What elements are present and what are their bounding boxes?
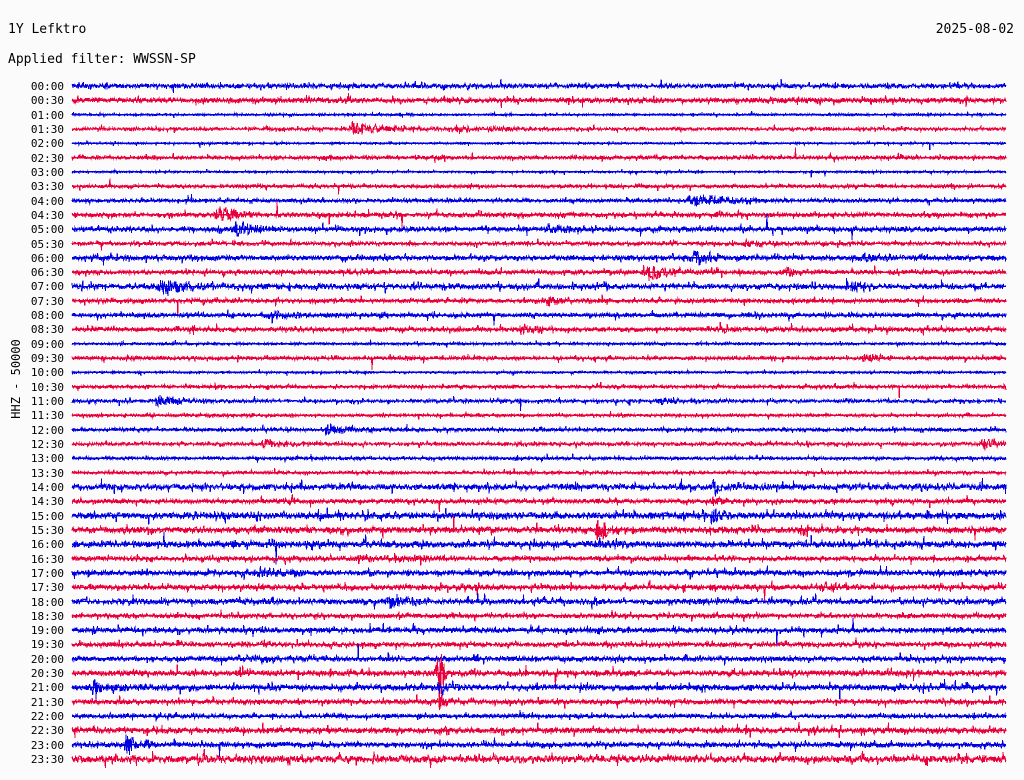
trace-row: [71, 507, 1007, 525]
trace-row: [71, 478, 1007, 497]
time-label: 04:30: [30, 208, 64, 222]
trace-row: [71, 493, 1007, 513]
time-label: 21:00: [30, 681, 64, 695]
time-label: 09:00: [30, 337, 64, 351]
trace-row: [71, 294, 1007, 315]
applied-filter-label: Applied filter: WWSSN-SP: [8, 52, 196, 67]
time-label: 01:30: [30, 122, 64, 136]
time-label: 12:30: [30, 438, 64, 451]
time-label: 12:00: [30, 423, 64, 437]
trace-row: [71, 553, 1007, 566]
time-label: 13:30: [30, 466, 64, 480]
time-label: 11:30: [30, 409, 64, 423]
trace-row: [71, 309, 1007, 326]
time-label: 18:00: [30, 595, 64, 609]
time-label: 13:00: [30, 452, 64, 466]
time-label: 22:30: [30, 724, 64, 738]
time-label: 07:00: [30, 280, 64, 294]
time-label: 20:00: [30, 652, 64, 666]
time-label: 08:00: [30, 309, 64, 323]
time-label: 14:30: [30, 495, 64, 509]
trace-row: [71, 353, 1007, 370]
time-label: 03:00: [30, 165, 64, 179]
time-label: 02:00: [30, 137, 64, 151]
time-label: 00:00: [30, 80, 64, 93]
time-label: 07:30: [30, 294, 64, 308]
trace-row: [71, 395, 1007, 411]
time-label: 15:00: [30, 509, 64, 523]
trace-row: [71, 121, 1007, 135]
time-label: 18:30: [30, 609, 64, 623]
time-label: 20:30: [30, 667, 64, 681]
time-label: 17:30: [30, 581, 64, 595]
time-label: 22:00: [30, 710, 64, 724]
time-label: 04:00: [30, 194, 64, 208]
trace-row: [71, 678, 1007, 700]
trace-row: [71, 531, 1007, 565]
time-label: 16:30: [30, 552, 64, 566]
trace-row: [71, 321, 1007, 336]
trace-row: [71, 147, 1007, 164]
time-label: 05:30: [30, 237, 64, 251]
trace-row: [71, 381, 1007, 398]
trace-row: [71, 618, 1007, 647]
time-label: 23:30: [30, 753, 64, 767]
record-date: 2025-08-02: [935, 22, 1014, 37]
time-label: 01:00: [30, 108, 64, 122]
trace-row: [71, 644, 1007, 666]
time-label: 10:00: [30, 366, 64, 380]
time-label: 17:00: [30, 566, 64, 580]
time-label: 11:00: [30, 395, 64, 409]
time-label: 21:30: [30, 695, 64, 709]
time-label: 15:30: [30, 523, 64, 537]
trace-canvas: [71, 78, 1007, 768]
time-label: 06:30: [30, 266, 64, 280]
time-label: 16:00: [30, 538, 64, 552]
time-label: 08:30: [30, 323, 64, 337]
time-label: 23:00: [30, 738, 64, 752]
time-label: 19:00: [30, 624, 64, 638]
time-label: 14:00: [30, 480, 64, 494]
trace-row: [71, 278, 1007, 296]
time-label: 19:30: [30, 638, 64, 652]
trace-row: [71, 722, 1007, 739]
time-label: 05:00: [30, 223, 64, 237]
trace-row: [71, 139, 1007, 150]
station-title: 1Y Lefktro: [8, 22, 87, 37]
time-label: 06:00: [30, 251, 64, 265]
time-label: 00:30: [30, 94, 64, 108]
time-label: 10:30: [30, 380, 64, 394]
trace-row: [71, 213, 1007, 240]
trace-row: [71, 168, 1007, 178]
time-label: 09:30: [30, 352, 64, 366]
trace-row: [71, 237, 1007, 251]
time-label: 03:30: [30, 180, 64, 194]
trace-row: [71, 637, 1007, 651]
helicorder-plot: 00:00 00:30 01:00 01:30 02:00 02:30 03:00 03:30…: [0, 78, 1024, 768]
trace-row: [71, 515, 1007, 541]
time-label: 02:30: [30, 151, 64, 165]
trace-row: [71, 734, 1007, 757]
